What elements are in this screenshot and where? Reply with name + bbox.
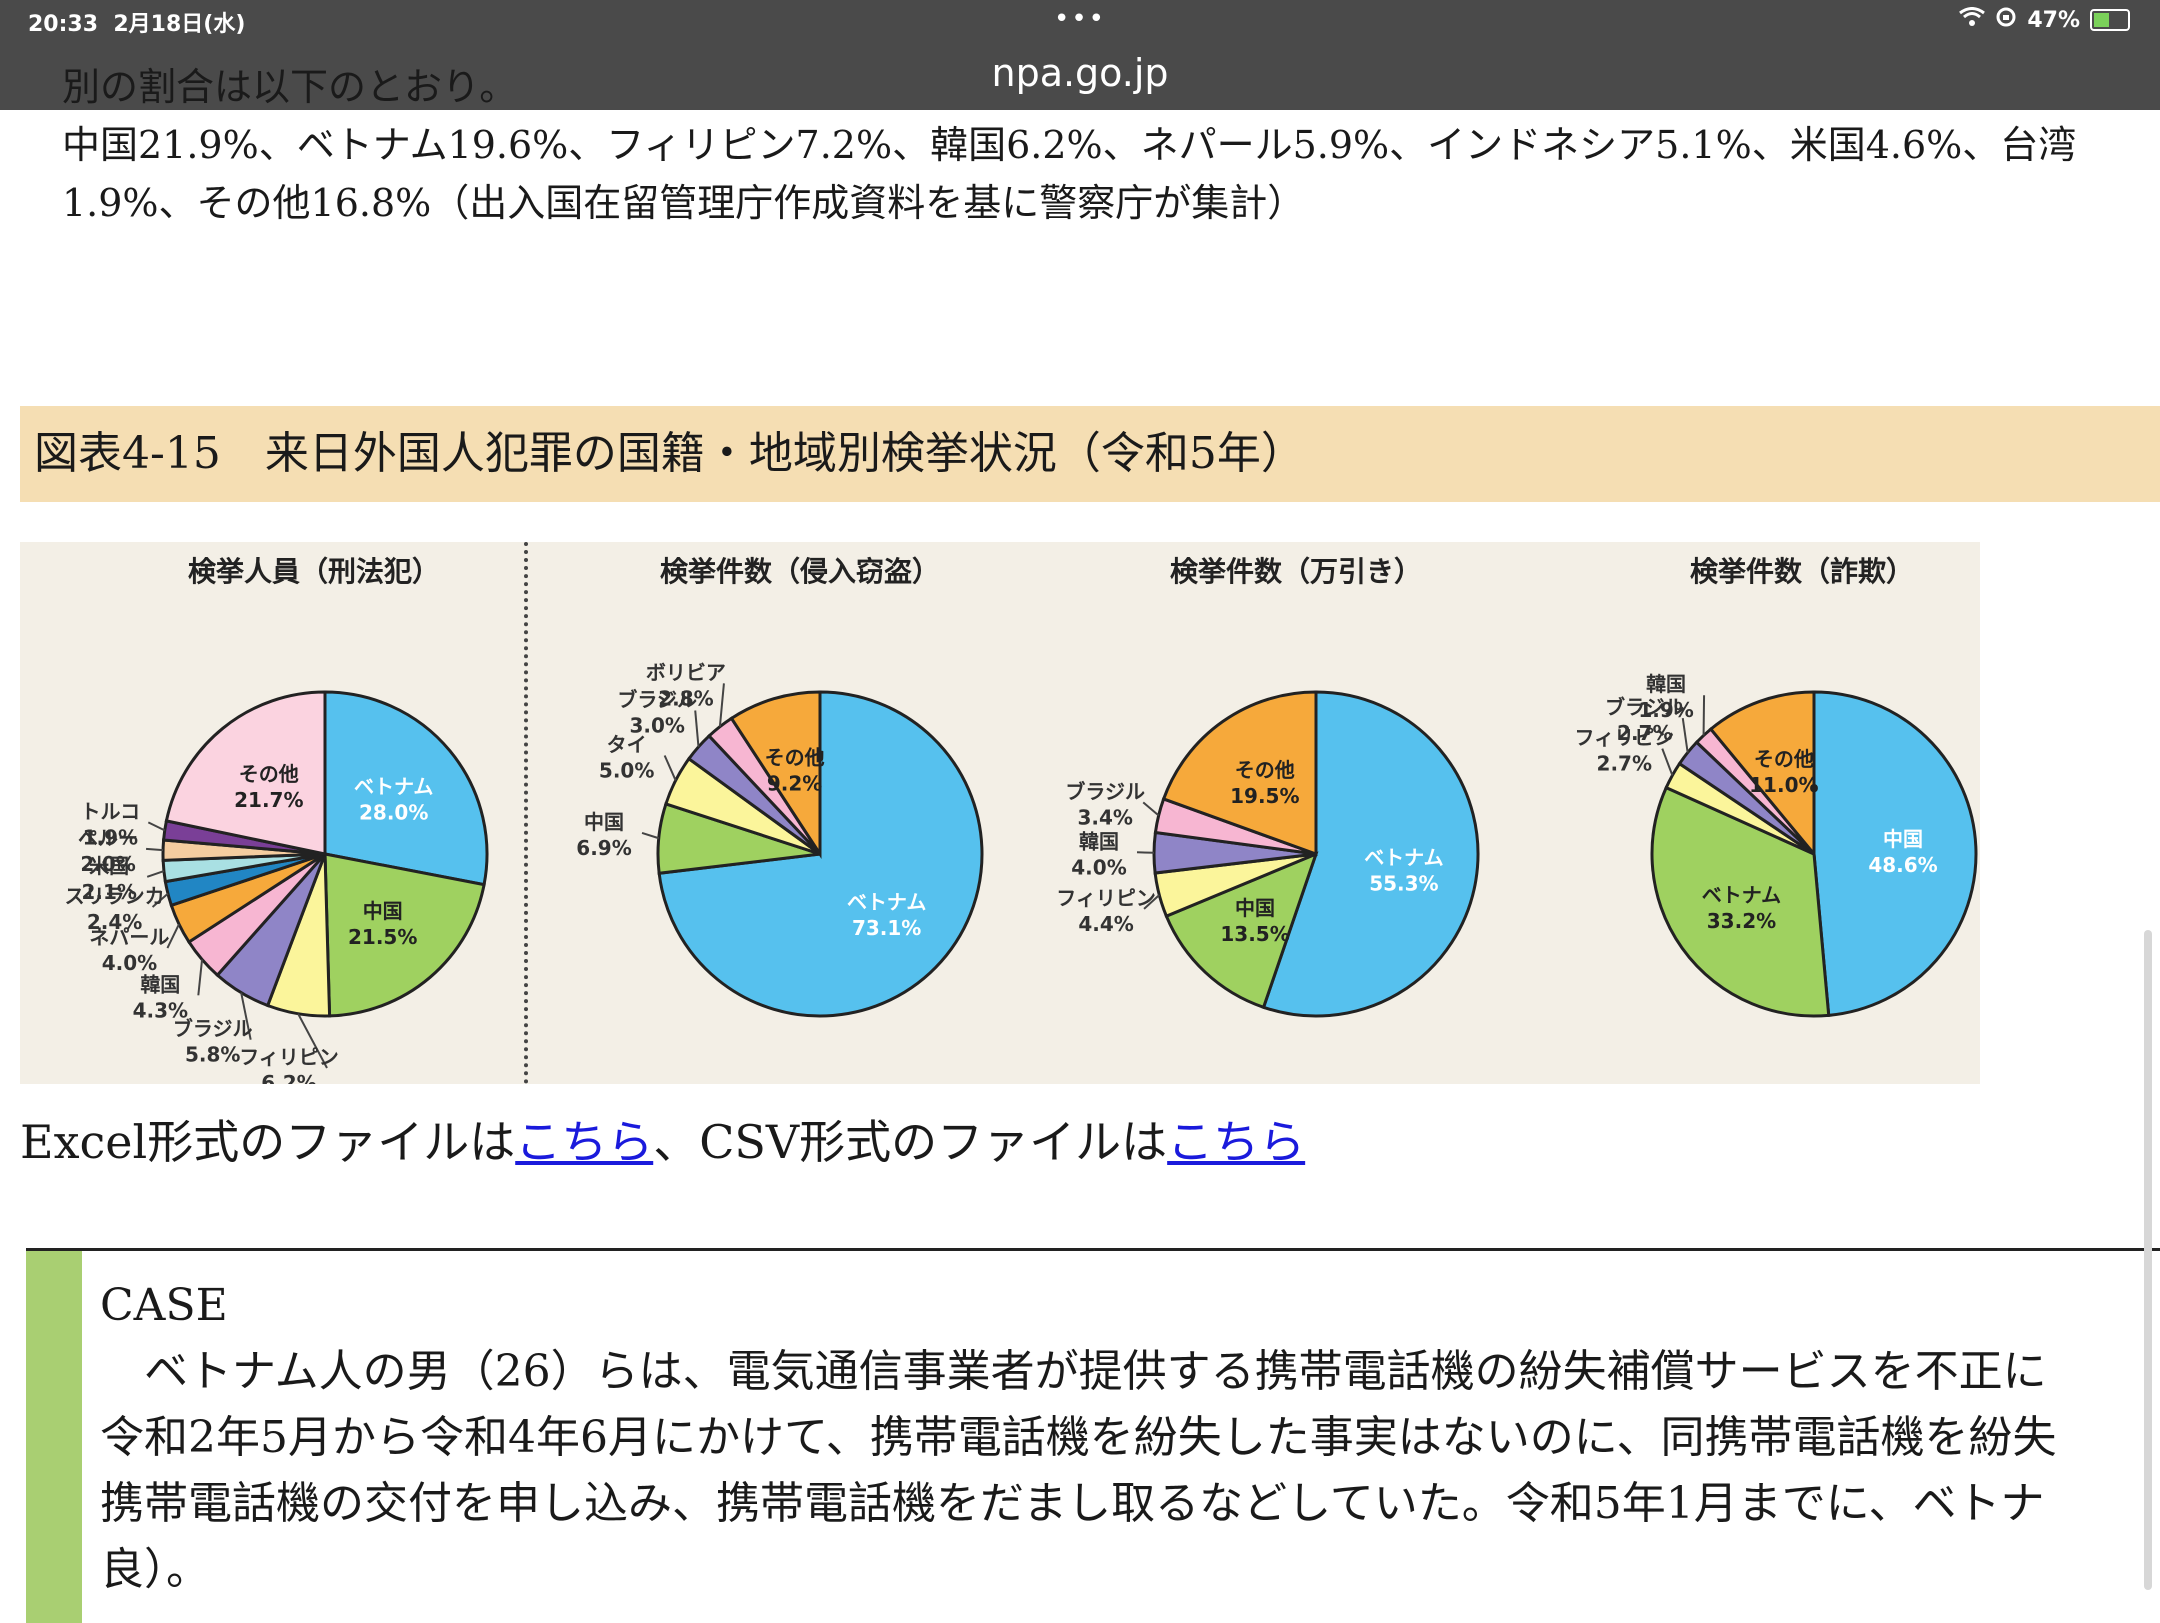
pie1-value-3: 3.0% xyxy=(629,713,684,737)
pie2-label-5: その他 xyxy=(1235,758,1295,782)
pie1-leader-3 xyxy=(695,710,698,746)
pie3-label-1: ベトナム xyxy=(1702,883,1781,907)
pie2-value-5: 19.5% xyxy=(1230,784,1299,808)
pie2-value-3: 4.0% xyxy=(1071,855,1126,879)
case-line-4: 良）。 xyxy=(100,1537,2056,1603)
pie3-leader-3 xyxy=(1683,718,1688,752)
pie0-label-10: その他 xyxy=(239,762,299,786)
pie3-leader-4 xyxy=(1704,695,1705,735)
excel-download-link[interactable]: こちら xyxy=(515,1115,653,1169)
intro-line-1: 中国21.9%、ベトナム19.6%、フィリピン7.2%、韓国6.2%、ネパール5… xyxy=(62,116,2160,174)
battery-percent: 47% xyxy=(2027,8,2080,33)
pie2-label-4: ブラジル xyxy=(1065,779,1145,803)
pie1-label-0: ベトナム xyxy=(847,890,926,914)
pie1-value-2: 5.0% xyxy=(599,758,654,782)
pie2-label-1: 中国 xyxy=(1235,896,1275,920)
pie0-label-4: 韓国 xyxy=(140,972,180,996)
pie3-value-0: 48.6% xyxy=(1868,853,1937,877)
pie1-leader-4 xyxy=(720,683,724,726)
chart-title-arrests: 検挙人員（刑法犯） xyxy=(188,550,440,590)
pie3-leader-2 xyxy=(1662,749,1672,776)
pie0-leader-7 xyxy=(147,871,164,877)
pie0-label-0: ベトナム xyxy=(354,774,433,798)
pie1-value-0: 73.1% xyxy=(852,916,921,940)
pie2-value-4: 3.4% xyxy=(1077,805,1132,829)
intro-line-2: 1.9%、その他16.8%（出入国在留管理庁作成資料を基に警察庁が集計） xyxy=(62,174,2160,232)
pie0-value-7: 2.1% xyxy=(81,880,136,904)
pie0-value-3: 5.8% xyxy=(185,1043,240,1067)
pie2-value-1: 13.5% xyxy=(1220,922,1289,946)
pie2-label-3: 韓国 xyxy=(1079,829,1119,853)
pie0-leader-8 xyxy=(146,849,163,850)
case-heading: CASE xyxy=(100,1273,2056,1339)
pie2-value-0: 55.3% xyxy=(1369,872,1438,896)
pie0-value-9: 1.9% xyxy=(83,825,138,849)
pie3-label-0: 中国 xyxy=(1883,827,1923,851)
csv-download-link[interactable]: こちら xyxy=(1167,1115,1305,1169)
multitasking-dots-icon[interactable]: ••• xyxy=(1054,4,1106,34)
pie2-label-2: フィリピン xyxy=(1056,886,1156,910)
pie3-label-4: 韓国 xyxy=(1646,672,1686,696)
pie1-value-1: 6.9% xyxy=(576,836,631,860)
case-box: CASE ベトナム人の男（26）らは、電気通信事業者が提供する携帯電話機の紛失補… xyxy=(26,1248,2160,1623)
wifi-icon xyxy=(1959,7,1985,33)
case-line-2: 令和2年5月から令和4年6月にかけて、携帯電話機を紛失した事実はないのに、同携帯… xyxy=(100,1405,2056,1471)
figure-title: 図表4-15 来日外国人犯罪の国籍・地域別検挙状況（令和5年） xyxy=(20,406,2160,502)
pie1-label-4: ボリビア xyxy=(646,660,726,684)
intro-line-0: 別の割合は以下のとおり。 xyxy=(62,58,2160,116)
pie1-leader-2 xyxy=(665,755,676,780)
pie0-value-10: 21.7% xyxy=(234,788,303,812)
pie0-leader-4 xyxy=(198,959,202,995)
pie0-value-1: 21.5% xyxy=(348,925,417,949)
case-line-1: ベトナム人の男（26）らは、電気通信事業者が提供する携帯電話機の紛失補償サービス… xyxy=(100,1339,2056,1405)
pie1-value-5: 9.2% xyxy=(767,772,822,796)
orientation-lock-icon xyxy=(1995,6,2017,34)
battery-icon xyxy=(2090,9,2130,31)
download-links: Excel形式のファイルはこちら、CSV形式のファイルはこちら xyxy=(20,1106,1305,1172)
pie0-value-2: 6.2% xyxy=(261,1071,316,1084)
pie1-value-4: 2.8% xyxy=(658,686,713,710)
pie0-leader-9 xyxy=(148,822,164,830)
pie3-value-4: 1.9% xyxy=(1638,698,1693,722)
case-accent-bar xyxy=(26,1251,82,1623)
pie0-label-9: トルコ xyxy=(81,799,141,823)
status-bar: 20:33 2月18日(水) ••• 47% xyxy=(0,0,2160,40)
pie-charts: ベトナム28.0%中国21.5%フィリピン6.2%ブラジル5.8%韓国4.3%ネ… xyxy=(20,542,1980,1084)
pie3-value-5: 11.0% xyxy=(1749,773,1818,797)
pie3-value-3: 2.7% xyxy=(1617,721,1672,745)
pie2-leader-4 xyxy=(1143,802,1158,815)
pie3-value-2: 2.7% xyxy=(1597,752,1652,776)
case-line-3: 携帯電話機の交付を申し込み、携帯電話機をだまし取るなどしていた。令和5年1月まで… xyxy=(100,1471,2056,1537)
pie0-value-4: 4.3% xyxy=(133,998,188,1022)
chart-title-shoplifting: 検挙件数（万引き） xyxy=(1170,550,1422,590)
pie3-label-5: その他 xyxy=(1754,747,1814,771)
pie2-label-0: ベトナム xyxy=(1364,846,1443,870)
pie1-label-5: その他 xyxy=(765,746,825,770)
pie2-value-2: 4.4% xyxy=(1078,912,1133,936)
scroll-indicator[interactable] xyxy=(2144,930,2152,1590)
pie0-value-0: 28.0% xyxy=(359,800,428,824)
chart-title-fraud: 検挙件数（詐欺） xyxy=(1690,550,1914,590)
pie1-label-1: 中国 xyxy=(584,810,624,834)
pie0-label-2: フィリピン xyxy=(239,1045,339,1069)
intro-text: 別の割合は以下のとおり。 中国21.9%、ベトナム19.6%、フィリピン7.2%… xyxy=(62,96,2160,232)
status-time: 20:33 2月18日(水) xyxy=(28,6,245,38)
excel-prefix: Excel形式のファイルは xyxy=(20,1115,515,1169)
chart-panel: 検挙人員（刑法犯） 検挙件数（侵入窃盗） 検挙件数（万引き） 検挙件数（詐欺） … xyxy=(20,542,1980,1084)
pie0-value-5: 4.0% xyxy=(102,951,157,975)
pie3-value-1: 33.2% xyxy=(1707,909,1776,933)
pie1-leader-1 xyxy=(642,833,659,838)
pie0-value-6: 2.4% xyxy=(87,910,142,934)
panel-divider xyxy=(524,542,528,1084)
csv-prefix: 、CSV形式のファイルは xyxy=(653,1115,1167,1169)
pie0-value-8: 2.0% xyxy=(80,852,135,876)
chart-title-burglary: 検挙件数（侵入窃盗） xyxy=(660,550,940,590)
pie0-label-1: 中国 xyxy=(363,899,403,923)
